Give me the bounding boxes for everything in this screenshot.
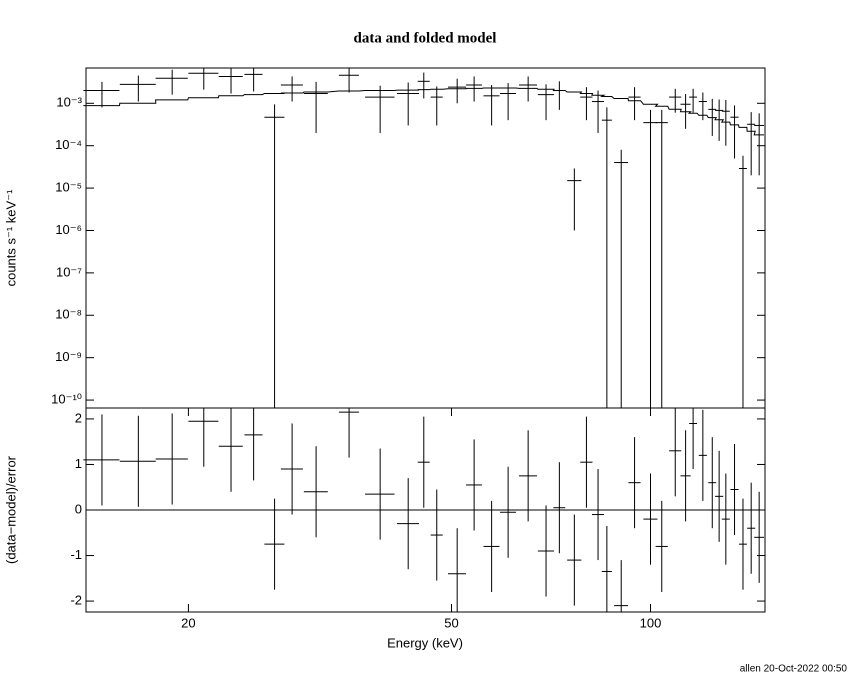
x-tick-label: 20 xyxy=(181,615,195,630)
y-tick-label: 0 xyxy=(75,501,82,516)
y-tick-label: 10⁻³ xyxy=(56,95,82,110)
y-tick-label: 10⁻⁷ xyxy=(56,264,82,279)
footer: allen 20-Oct-2022 00:50 xyxy=(740,664,848,675)
y-axis-label: (data−model)/error xyxy=(3,455,18,564)
y-tick-label: 10⁻¹⁰ xyxy=(51,392,82,407)
y-tick-label: 10⁻⁸ xyxy=(55,307,82,322)
y-tick-label: 10⁻⁶ xyxy=(55,222,82,237)
y-tick-label: 2 xyxy=(75,410,82,425)
y-axis-label: counts s⁻¹ keV⁻¹ xyxy=(3,189,18,286)
model-line xyxy=(83,87,764,136)
x-axis-label: Energy (keV) xyxy=(387,635,463,650)
y-tick-label: -1 xyxy=(70,547,82,562)
y-tick-label: -2 xyxy=(70,593,82,608)
y-tick-label: 10⁻⁵ xyxy=(55,180,82,195)
y-tick-label: 1 xyxy=(75,456,82,471)
y-tick-label: 10⁻⁹ xyxy=(55,349,82,364)
x-tick-label: 50 xyxy=(444,615,458,630)
chart-title: data and folded model xyxy=(354,30,497,46)
y-tick-label: 10⁻⁴ xyxy=(55,137,82,152)
x-tick-label: 100 xyxy=(640,615,662,630)
